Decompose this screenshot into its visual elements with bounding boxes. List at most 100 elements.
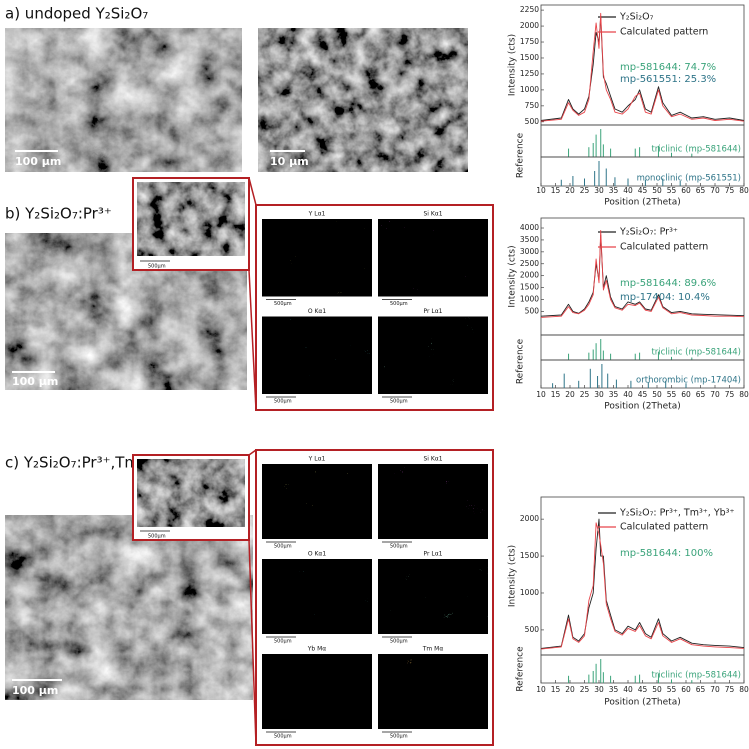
ref-name: monoclinic (mp-561551)	[637, 174, 741, 184]
x-tick-label: 15	[551, 186, 561, 195]
x-tick-label: 80	[739, 186, 749, 195]
x-tick-label: 60	[681, 390, 691, 399]
map-title: Pr Lα1	[423, 551, 442, 558]
y-tick-label: 1250	[520, 69, 539, 78]
scale-text: 100 μm	[12, 684, 58, 697]
x-tick-label: 75	[725, 186, 735, 195]
y-tick-label: 500	[525, 306, 540, 315]
x-axis-title: Position (2Theta)	[604, 402, 680, 412]
eds-map	[378, 219, 488, 297]
x-tick-label: 50	[652, 186, 662, 195]
y-tick-label: 2250	[520, 5, 539, 14]
pattern-line	[540, 229, 745, 318]
legend-text: Y₂Si₂O₇: Pr³⁺	[619, 227, 678, 238]
x-tick-label: 10	[536, 685, 546, 694]
x-tick-label: 60	[681, 685, 691, 694]
x-tick-label: 65	[696, 186, 706, 195]
map-title: Yb Mα	[307, 646, 327, 653]
x-tick-label: 35	[609, 390, 619, 399]
phase-fraction: mp-581644: 74.7%	[620, 62, 716, 73]
y-tick-label: 2000	[520, 271, 539, 280]
y-axis-title: Intensity (cts)	[508, 34, 518, 96]
y-tick-label: 500	[525, 117, 540, 126]
x-tick-label: 45	[638, 685, 648, 694]
inset-scale: 500μm	[148, 264, 166, 270]
x-tick-label: 70	[710, 186, 720, 195]
ref-axis-title: Reference	[516, 646, 526, 692]
map-scale: 500μm	[390, 544, 408, 550]
x-tick-label: 10	[536, 186, 546, 195]
y-axis-title: Intensity (cts)	[508, 545, 518, 607]
y-tick-label: 2000	[520, 21, 539, 30]
x-tick-label: 15	[551, 390, 561, 399]
y-axis-title: Intensity (cts)	[508, 245, 518, 307]
y-tick-label: 2000	[520, 514, 539, 523]
connector	[248, 539, 257, 746]
x-tick-label: 30	[594, 186, 604, 195]
y-tick-label: 2500	[520, 259, 539, 268]
map-title: O Kα1	[308, 308, 327, 315]
x-tick-label: 40	[623, 390, 633, 399]
x-tick-label: 75	[725, 685, 735, 694]
panel-label: b) Y₂Si₂O₇:Pr³⁺	[5, 205, 112, 223]
y-tick-label: 1000	[520, 588, 539, 597]
map-scale: 500μm	[390, 734, 408, 740]
legend-text: Calculated pattern	[620, 27, 708, 38]
x-tick-label: 15	[551, 685, 561, 694]
pattern-line	[540, 12, 745, 122]
x-tick-label: 80	[739, 685, 749, 694]
x-tick-label: 60	[681, 186, 691, 195]
scale-text: 10 μm	[270, 155, 309, 168]
ref-frame	[540, 156, 745, 187]
ref-axis-title: Reference	[516, 338, 526, 384]
x-axis-title: Position (2Theta)	[604, 698, 680, 708]
pattern-line	[540, 234, 745, 317]
map-scale: 500μm	[274, 544, 292, 550]
x-tick-label: 55	[667, 186, 677, 195]
y-tick-label: 1500	[520, 283, 539, 292]
map-title: Y Lα1	[308, 211, 326, 218]
eds-map	[262, 559, 372, 634]
eds-map	[378, 464, 488, 539]
y-tick-label: 1750	[520, 37, 539, 46]
ref-name: triclinic (mp-581644)	[651, 145, 741, 155]
x-tick-label: 70	[710, 685, 720, 694]
inset-scale: 500μm	[148, 534, 166, 540]
eds-map	[262, 464, 372, 539]
map-scale: 500μm	[274, 734, 292, 740]
y-tick-label: 750	[525, 101, 540, 110]
phase-fraction: mp-581644: 100%	[620, 548, 713, 559]
y-tick-label: 4000	[520, 223, 539, 232]
map-title: Tm Mα	[422, 646, 444, 653]
map-title: Pr Lα1	[423, 308, 442, 315]
x-tick-label: 50	[652, 685, 662, 694]
x-tick-label: 35	[609, 685, 619, 694]
x-tick-label: 20	[565, 186, 575, 195]
eds-map	[262, 219, 372, 297]
map-scale: 500μm	[390, 301, 408, 307]
sem-image	[5, 28, 242, 172]
map-title: O Kα1	[308, 551, 327, 558]
x-tick-label: 20	[565, 390, 575, 399]
x-tick-label: 65	[696, 685, 706, 694]
y-tick-label: 3500	[520, 235, 539, 244]
y-tick-label: 500	[525, 625, 540, 634]
y-tick-label: 1000	[520, 85, 539, 94]
y-tick-label: 1500	[520, 53, 539, 62]
map-scale: 500μm	[390, 399, 408, 405]
eds-map	[378, 654, 488, 729]
x-tick-label: 40	[623, 685, 633, 694]
x-tick-label: 25	[580, 685, 590, 694]
map-title: Si Kα1	[423, 211, 442, 218]
legend-text: Y₂Si₂O₇: Pr³⁺, Tm³⁺, Yb³⁺	[619, 508, 735, 519]
map-title: Si Kα1	[423, 456, 442, 463]
x-tick-label: 65	[696, 390, 706, 399]
x-tick-label: 50	[652, 390, 662, 399]
x-tick-label: 55	[667, 685, 677, 694]
y-tick-label: 1500	[520, 551, 539, 560]
y-tick-label: 1000	[520, 294, 539, 303]
ref-axis-title: Reference	[516, 132, 526, 178]
map-scale: 500μm	[390, 639, 408, 645]
eds-map	[262, 654, 372, 729]
ref-name: triclinic (mp-581644)	[651, 671, 741, 681]
